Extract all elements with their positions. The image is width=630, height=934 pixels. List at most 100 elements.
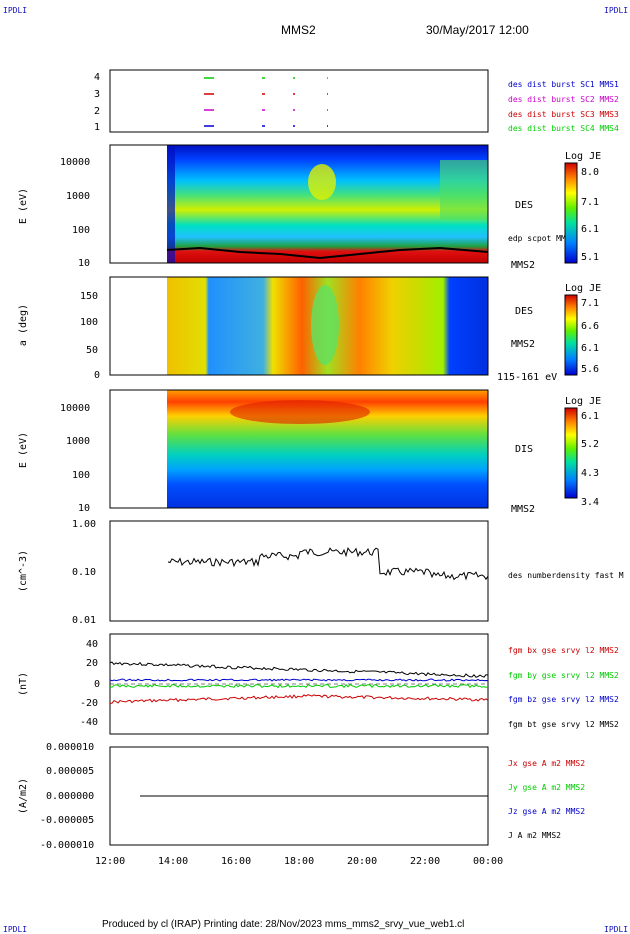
j-ytick: -0.000010 bbox=[40, 840, 94, 851]
des-label: DES bbox=[515, 200, 533, 211]
time-tick: 12:00 bbox=[95, 856, 125, 867]
colorbar-title: Log JE bbox=[565, 396, 601, 407]
colorbar-title: Log JE bbox=[565, 283, 601, 294]
des-energy-spectrogram bbox=[167, 145, 488, 263]
bt-line bbox=[109, 661, 489, 678]
j-legend: Jx gse A m2 MMS2 bbox=[508, 759, 585, 768]
pitch-ytick: 0 bbox=[94, 370, 100, 381]
colorbar-title: Log JE bbox=[565, 151, 601, 162]
j-legend: Jy gse A m2 MMS2 bbox=[508, 783, 585, 792]
pitch-ytick: 50 bbox=[86, 345, 98, 356]
time-tick: 16:00 bbox=[221, 856, 251, 867]
pitch-sublabel: MMS2 bbox=[511, 339, 535, 350]
time-axis: 12:00 14:00 16:00 18:00 20:00 22:00 00:0… bbox=[95, 856, 503, 867]
density-line bbox=[167, 546, 489, 581]
dis-ytick: 100 bbox=[72, 470, 90, 481]
time-tick: 00:00 bbox=[473, 856, 503, 867]
burst-ytick: 4 bbox=[94, 72, 100, 83]
colorbar-tick: 6.1 bbox=[581, 343, 599, 354]
colorbar-tick: 3.4 bbox=[581, 497, 599, 508]
des-ylabel: E (eV) bbox=[18, 188, 29, 224]
j-ytick: 0.000000 bbox=[46, 791, 94, 802]
colorbar bbox=[564, 407, 578, 499]
panel-current: 0.000010 0.000005 0.000000 -0.000005 -0.… bbox=[18, 742, 585, 851]
des-ytick: 100 bbox=[72, 225, 90, 236]
corner-label: IPDLI bbox=[3, 6, 28, 15]
scpot-line bbox=[166, 246, 489, 260]
density-ytick: 0.10 bbox=[72, 567, 96, 578]
b-ytick: 40 bbox=[86, 639, 98, 650]
panel-density: 1.00 0.10 0.01 (cm^-3) des numberdensity… bbox=[18, 519, 624, 626]
footer-text: Produced by cl (IRAP) Printing date: 28/… bbox=[102, 919, 465, 930]
panel-des-pitch: 150 100 50 0 a (deg) DES MMS2 115-161 eV… bbox=[18, 276, 601, 383]
bx-line bbox=[110, 694, 489, 704]
corner-label: IPDLI bbox=[604, 925, 629, 934]
energy-range-label: 115-161 eV bbox=[497, 372, 557, 383]
bz-line bbox=[109, 678, 489, 682]
b-legend: fgm bz gse srvy l2 MMS2 bbox=[508, 695, 619, 704]
colorbar-tick: 7.1 bbox=[581, 298, 599, 309]
j-ytick: 0.000005 bbox=[46, 766, 94, 777]
colorbar-tick: 6.1 bbox=[581, 224, 599, 235]
density-ytick: 0.01 bbox=[72, 615, 96, 626]
des-ytick: 10000 bbox=[60, 157, 90, 168]
burst-ytick: 3 bbox=[94, 89, 100, 100]
time-tick: 20:00 bbox=[347, 856, 377, 867]
b-ytick: 0 bbox=[94, 679, 100, 690]
burst-legend: des dist burst SC4 MMS4 bbox=[508, 124, 619, 133]
dis-ylabel: E (eV) bbox=[18, 432, 29, 468]
time-tick: 14:00 bbox=[158, 856, 188, 867]
density-ylabel: (cm^-3) bbox=[18, 550, 29, 592]
colorbar-tick: 8.0 bbox=[581, 167, 599, 178]
des-sublabel: MMS2 bbox=[511, 260, 535, 271]
colorbar-tick: 5.1 bbox=[581, 252, 599, 263]
colorbar-tick: 5.2 bbox=[581, 439, 599, 450]
pitch-ylabel: a (deg) bbox=[18, 304, 29, 346]
dis-sublabel: MMS2 bbox=[511, 504, 535, 515]
colorbar-tick: 4.3 bbox=[581, 468, 599, 479]
burst-ytick: 1 bbox=[94, 122, 100, 133]
colorbar-tick: 6.1 bbox=[581, 411, 599, 422]
des-ytick: 10 bbox=[78, 258, 90, 269]
by-line bbox=[109, 683, 489, 689]
b-legend: fgm by gse srvy l2 MMS2 bbox=[508, 671, 619, 680]
spacecraft-title: MMS2 bbox=[281, 23, 316, 37]
panel-bfield: 40 20 0 -20 -40 (nT) fgm bx gse srvy l2 … bbox=[18, 633, 619, 735]
b-ylabel: (nT) bbox=[18, 672, 29, 696]
colorbar-tick: 6.6 bbox=[581, 321, 599, 332]
burst-ytick: 2 bbox=[94, 106, 100, 117]
b-ytick: 20 bbox=[86, 658, 98, 669]
burst-legend: des dist burst SC3 MMS3 bbox=[508, 110, 619, 119]
pitch-label: DES bbox=[515, 306, 533, 317]
density-ytick: 1.00 bbox=[72, 519, 96, 530]
j-ytick: -0.000005 bbox=[40, 815, 94, 826]
b-legend: fgm bt gse srvy l2 MMS2 bbox=[508, 720, 619, 729]
b-ytick: -20 bbox=[80, 698, 98, 709]
j-ylabel: (A/m2) bbox=[18, 778, 29, 814]
dis-ytick: 1000 bbox=[66, 436, 90, 447]
corner-label: IPDLI bbox=[604, 6, 629, 15]
time-tick: 18:00 bbox=[284, 856, 314, 867]
des-ytick: 1000 bbox=[66, 191, 90, 202]
pitch-ytick: 100 bbox=[80, 317, 98, 328]
panel-burst: 4 3 2 1 des dist burst SC1 MMS1 des dist… bbox=[94, 69, 619, 133]
panel-dis-energy: 10000 1000 100 10 E (eV) DIS MMS2 Log JE… bbox=[18, 389, 601, 515]
j-ytick: 0.000010 bbox=[46, 742, 94, 753]
density-legend: des numberdensity fast M bbox=[508, 571, 624, 580]
pitch-ytick: 150 bbox=[80, 291, 98, 302]
scpot-label: edp scpot MMS2 bbox=[508, 234, 576, 243]
date-title: 30/May/2017 12:00 bbox=[426, 23, 529, 37]
colorbar-tick: 5.6 bbox=[581, 364, 599, 375]
burst-legend: des dist burst SC1 MMS1 bbox=[508, 80, 619, 89]
b-legend: fgm bx gse srvy l2 MMS2 bbox=[508, 646, 619, 655]
panel-des-energy: 10000 1000 100 10 E (eV) DES edp scpot M… bbox=[18, 144, 601, 271]
corner-label: IPDLI bbox=[3, 925, 28, 934]
colorbar bbox=[564, 294, 578, 376]
j-legend: Jz gse A m2 MMS2 bbox=[508, 807, 585, 816]
colorbar-tick: 7.1 bbox=[581, 197, 599, 208]
dis-ytick: 10000 bbox=[60, 403, 90, 414]
time-tick: 22:00 bbox=[410, 856, 440, 867]
b-ytick: -40 bbox=[80, 717, 98, 728]
colorbar bbox=[564, 162, 578, 264]
